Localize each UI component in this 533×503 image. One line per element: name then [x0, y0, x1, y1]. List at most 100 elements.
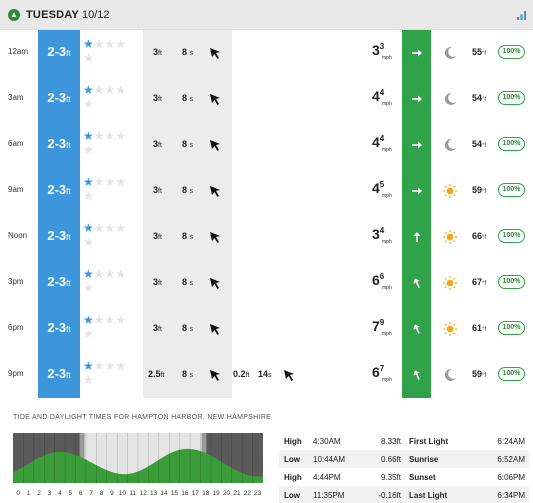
day-header[interactable]: ▲ TUESDAY 10/12	[0, 0, 533, 30]
swell-height: 3ft	[153, 185, 162, 195]
forecast-time: 9am	[8, 185, 24, 194]
arrow-right-icon	[410, 46, 424, 60]
star-icon: ★	[83, 129, 94, 143]
temperature: 55°f	[472, 47, 487, 57]
hour-label: 18	[202, 490, 210, 497]
star-icon: ★	[83, 83, 94, 97]
forecast-time: Noon	[8, 231, 28, 240]
confidence-badge[interactable]: 100%	[498, 45, 525, 59]
confidence-badge[interactable]: 100%	[498, 91, 525, 105]
arrow-up-left-icon	[410, 368, 424, 382]
swell-period: 8 s	[182, 93, 194, 103]
daylight-label: Sunset	[409, 473, 436, 482]
wind-speed: 79 mph	[372, 318, 392, 337]
forecast-row: 3pm 2-3ft ★★★★ ★ 3ft 8 s 66 mph 67°f 100%	[0, 260, 533, 306]
swell-arrow-icon	[208, 46, 222, 60]
star-icon: ★	[115, 313, 127, 327]
swell-height: 3ft	[153, 323, 162, 333]
wind-speed: 44 mph	[372, 88, 392, 107]
chevron-up-icon[interactable]: ▲	[8, 9, 20, 21]
hour-label: 4	[58, 490, 62, 497]
wind-speed: 66 mph	[372, 272, 392, 291]
rating-stars: ★★★★ ★	[83, 359, 135, 393]
tide-type: High	[284, 437, 302, 446]
temperature: 61°f	[472, 323, 487, 333]
star-icon: ★	[83, 235, 94, 249]
swell-arrow-icon	[208, 92, 222, 106]
star-icon: ★	[83, 267, 94, 281]
surf-height: 2-3ft	[47, 366, 71, 381]
hour-label: 11	[129, 490, 136, 497]
star-icon: ★	[104, 267, 116, 281]
star-icon: ★	[93, 221, 105, 235]
rating-stars: ★★★★ ★	[83, 37, 135, 71]
daylight-label: Last Light	[409, 491, 448, 500]
swell-height: 3ft	[153, 93, 162, 103]
swell-height: 3ft	[153, 47, 162, 57]
swell-arrow-icon	[208, 230, 222, 244]
tide-type: Low	[284, 491, 300, 500]
forecast-row: Noon 2-3ft ★★★★ ★ 3ft 8 s 34 mph 66°f 100%	[0, 214, 533, 260]
hour-label: 2	[37, 490, 41, 497]
wind-speed: 33 mph	[372, 42, 392, 61]
temperature: 67°f	[472, 277, 487, 287]
confidence-badge[interactable]: 100%	[498, 321, 525, 335]
star-icon: ★	[83, 327, 94, 341]
swell-arrow-icon	[208, 322, 222, 336]
surf-height-column	[38, 30, 80, 398]
star-icon: ★	[104, 359, 116, 373]
tide-type: Low	[284, 455, 300, 464]
star-icon: ★	[83, 37, 94, 51]
hour-label: 0	[16, 490, 20, 497]
swell-height: 3ft	[153, 277, 162, 287]
confidence-badge[interactable]: 100%	[498, 183, 525, 197]
forecast-row: 6am 2-3ft ★★★★ ★ 3ft 8 s 44 mph 54°f 100%	[0, 122, 533, 168]
swell-height: 3ft	[153, 231, 162, 241]
confidence-badge[interactable]: 100%	[498, 137, 525, 151]
sun-icon	[442, 321, 458, 337]
forecast-time: 12am	[8, 47, 29, 56]
hour-label: 23	[254, 490, 262, 497]
daylight-time: 6:52AM	[497, 455, 525, 464]
star-icon: ★	[115, 175, 127, 189]
forecast-time: 9pm	[8, 369, 24, 378]
star-icon: ★	[93, 267, 105, 281]
star-icon: ★	[83, 51, 94, 65]
arrow-right-icon	[410, 138, 424, 152]
forecast-row: 9pm 2-3ft ★★★★ ★ 2.5ft 8 s 0.2ft 14s 67 mph 59°f 10…	[0, 352, 533, 398]
hour-label: 1	[27, 490, 31, 497]
day-date: 10/12	[82, 9, 110, 21]
star-icon: ★	[83, 221, 94, 235]
daylight-time: 6:24AM	[497, 437, 525, 446]
hour-label: 17	[192, 490, 200, 497]
tide-curve	[13, 448, 263, 483]
star-icon: ★	[115, 83, 127, 97]
rating-stars: ★★★★ ★	[83, 175, 135, 209]
star-icon: ★	[83, 281, 94, 295]
tide-height: -0.16ft	[378, 491, 401, 500]
star-icon: ★	[93, 313, 105, 327]
confidence-badge[interactable]: 100%	[498, 229, 525, 243]
hour-label: 9	[110, 490, 114, 497]
moon-icon	[442, 45, 458, 61]
hour-label: 10	[119, 490, 127, 497]
temperature: 54°f	[472, 139, 487, 149]
star-icon: ★	[93, 83, 105, 97]
tide-time: 11:35PM	[313, 491, 345, 500]
hour-label: 5	[68, 490, 72, 497]
swell-period: 8 s	[182, 47, 194, 57]
confidence-badge[interactable]: 100%	[498, 367, 525, 381]
arrow-right-icon	[410, 184, 424, 198]
surf-height: 2-3ft	[47, 228, 71, 243]
hour-label: 21	[233, 490, 241, 497]
confidence-badge[interactable]: 100%	[498, 275, 525, 289]
star-icon: ★	[115, 129, 127, 143]
swell-arrow-icon	[208, 368, 222, 382]
swell-height: 2.5ft	[148, 369, 165, 379]
forecast-row: 3am 2-3ft ★★★★ ★ 3ft 8 s 44 mph 54°f 100%	[0, 76, 533, 122]
surf-height: 2-3ft	[47, 182, 71, 197]
tide-time: 10:44AM	[313, 455, 346, 464]
arrow-right-icon	[410, 92, 424, 106]
secondary-swell-period: 14s	[258, 369, 272, 379]
star-icon: ★	[93, 129, 105, 143]
